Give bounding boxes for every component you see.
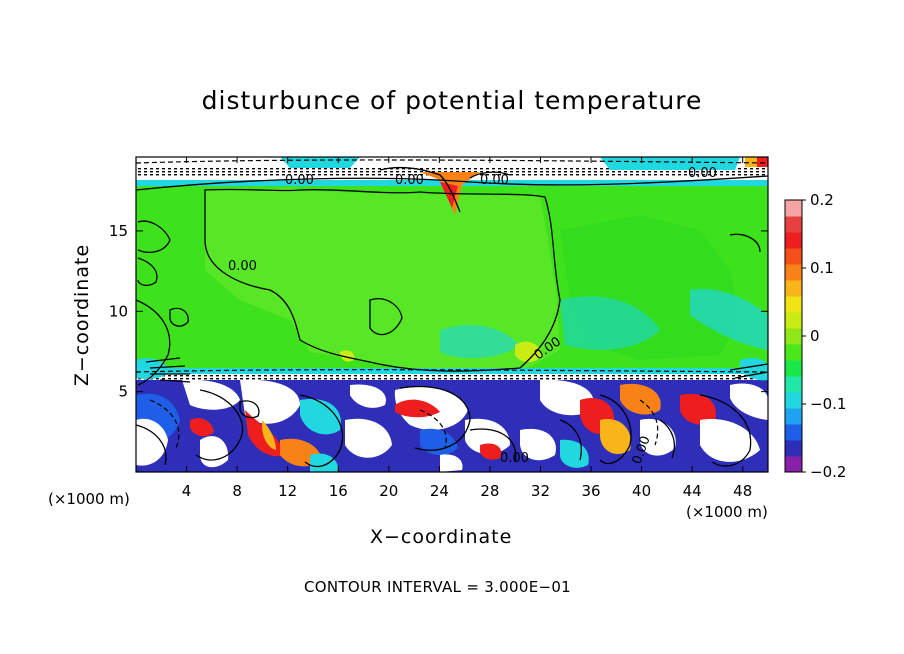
colorbar-swatch <box>785 264 802 281</box>
x-tick-label: 8 <box>232 482 242 500</box>
colorbar-swatch <box>785 296 802 313</box>
teal-patch <box>690 289 768 350</box>
y-tick-label: 5 <box>118 383 128 401</box>
x-tick-label: 32 <box>531 482 550 500</box>
boundary-hatch <box>136 374 768 380</box>
contour-label: 0.00 <box>395 173 424 188</box>
yellow-patch <box>340 350 355 362</box>
x-tick-label: 36 <box>581 482 600 500</box>
lower-eddies <box>136 357 768 472</box>
contour-lines <box>136 166 768 468</box>
yellow-patch <box>515 341 542 363</box>
colorbar-tick-label: −0.1 <box>810 395 846 413</box>
x-tick-label: 44 <box>683 482 702 500</box>
colorbar-tick-label: −0.2 <box>810 463 846 481</box>
contour-label: 0.00 <box>688 166 717 181</box>
colorbar-swatch <box>785 200 802 217</box>
boundary-cyan <box>136 368 768 377</box>
x-unit-label-right: (×1000 m) <box>686 503 768 521</box>
contour-label: 0.00 <box>480 173 509 188</box>
teal-patch <box>440 325 520 359</box>
dashed-contours <box>136 159 768 451</box>
x-axis: 4 8 12 16 20 24 28 32 36 40 44 48 <box>182 157 752 500</box>
y-tick-label: 10 <box>109 302 128 320</box>
contour-label: 0.00 <box>285 173 314 188</box>
colorbar-swatch <box>785 216 802 233</box>
x-unit-label-left: (×1000 m) <box>48 490 130 508</box>
x-tick-label: 4 <box>182 482 192 500</box>
field-plot: 0.00 0.00 0.00 0.00 0.00 0.00 0.00 0.00 <box>136 157 768 472</box>
top-cyan-patch <box>280 157 360 168</box>
colorbar-swatch <box>785 280 802 297</box>
colorbar-tick-label: 0.1 <box>810 259 834 277</box>
x-axis-label: X−coordinate <box>370 526 513 548</box>
contour-label: 0.00 <box>228 259 257 274</box>
top-orange-patch <box>745 157 757 167</box>
colorbar-swatch <box>785 360 802 377</box>
top-red-patch <box>757 157 768 167</box>
colorbar-swatch <box>785 344 802 361</box>
top-cyan-patch <box>600 157 740 170</box>
colorbar: 0.2 0.1 0 −0.1 −0.2 <box>784 191 846 481</box>
colorbar-swatch <box>785 232 802 249</box>
chart-title: disturbunce of potential temperature <box>201 86 703 115</box>
x-tick-label: 28 <box>480 482 499 500</box>
colorbar-swatch <box>785 456 802 473</box>
x-tick-label: 20 <box>379 482 398 500</box>
colorbar-swatch <box>785 424 802 441</box>
y-axis: 5 10 15 <box>109 222 768 401</box>
x-tick-label: 24 <box>430 482 449 500</box>
y-tick-label: 15 <box>109 222 128 240</box>
colorbar-swatch <box>785 376 802 393</box>
x-tick-label: 40 <box>632 482 651 500</box>
colorbar-swatch <box>785 440 802 457</box>
y-axis-label: Z−coordinate <box>71 243 93 387</box>
teal-patch <box>560 296 660 350</box>
plot-frame <box>135 156 769 473</box>
colorbar-swatch <box>785 328 802 345</box>
x-tick-label: 12 <box>278 482 297 500</box>
contour-label: 0.00 <box>500 451 529 466</box>
colorbar-swatch <box>785 312 802 329</box>
colorbar-swatch <box>785 392 802 409</box>
colorbar-swatch <box>785 408 802 425</box>
colorbar-tick-label: 0 <box>810 327 820 345</box>
contour-interval-label: CONTOUR INTERVAL = 3.000E−01 <box>304 578 572 596</box>
x-tick-label: 48 <box>733 482 752 500</box>
colorbar-tick-label: 0.2 <box>810 191 834 209</box>
colorbar-swatch <box>785 248 802 265</box>
top-peak-inner <box>440 182 458 208</box>
x-tick-label: 16 <box>329 482 348 500</box>
